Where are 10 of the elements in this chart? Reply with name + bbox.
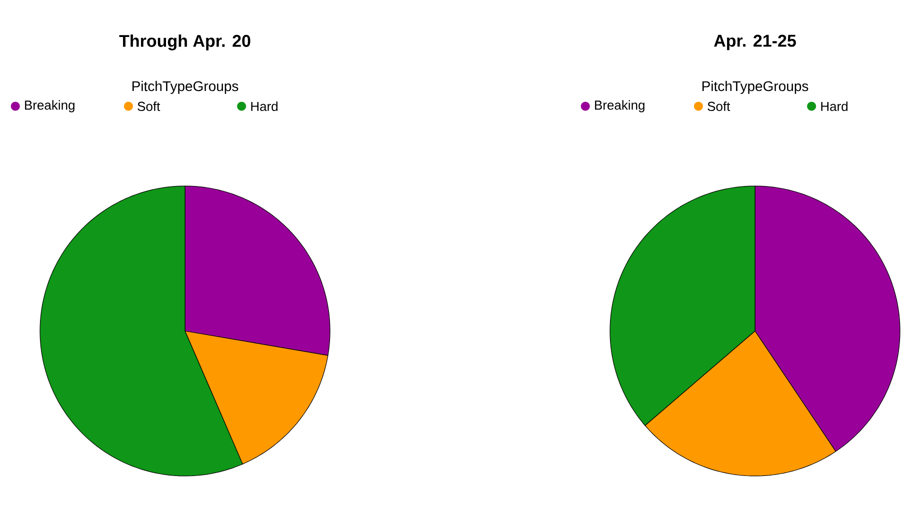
legend-label: Breaking — [595, 100, 644, 112]
legend-label: Breaking — [25, 100, 74, 112]
chart-title: Through Apr. 20 — [119, 34, 250, 50]
legend-label: Soft — [708, 101, 730, 112]
legend-label: Hard — [821, 101, 848, 112]
legend-title: PitchTypeGroups — [132, 80, 238, 94]
chart-title: Apr. 21-25 — [714, 34, 796, 50]
legend-title: PitchTypeGroups — [702, 80, 808, 94]
legend-label: Soft — [138, 101, 160, 112]
legend-label: Hard — [251, 101, 278, 112]
